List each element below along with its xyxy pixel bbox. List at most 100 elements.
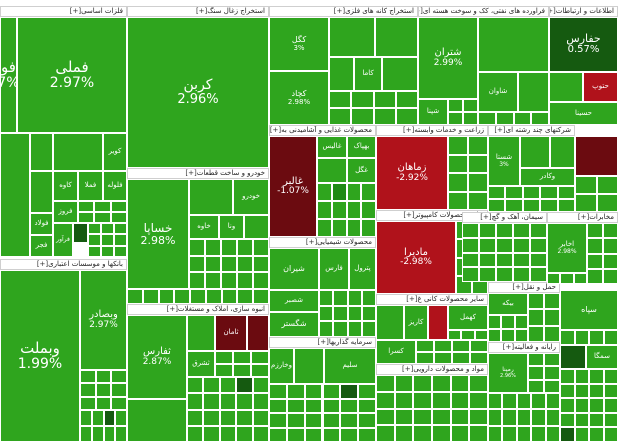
- expand-toggle[interactable]: [+]: [195, 7, 208, 15]
- stock-tile[interactable]: [587, 253, 603, 269]
- stock-tile[interactable]: [574, 398, 589, 413]
- stock-tile[interactable]: [574, 330, 589, 345]
- stock-tile[interactable]: [376, 305, 404, 340]
- stock-tile[interactable]: [518, 72, 549, 112]
- stock-tile[interactable]: [80, 370, 96, 384]
- stock-tile[interactable]: [516, 425, 532, 442]
- stock-tile[interactable]: [103, 426, 116, 442]
- stock-tile[interactable]: [589, 330, 604, 345]
- stock-tile[interactable]: فو7%: [0, 17, 17, 133]
- stock-tile[interactable]: [269, 398, 287, 413]
- stock-tile[interactable]: [189, 179, 233, 215]
- stock-tile[interactable]: [361, 321, 376, 337]
- expand-toggle[interactable]: [+]: [480, 213, 492, 221]
- stock-tile[interactable]: [540, 199, 558, 212]
- stock-tile[interactable]: شگستر: [269, 312, 319, 337]
- stock-tile[interactable]: فملی 2.97%: [17, 17, 127, 133]
- stock-tile[interactable]: [347, 321, 362, 337]
- stock-tile[interactable]: [317, 201, 332, 219]
- stock-tile[interactable]: [573, 273, 587, 284]
- stock-tile[interactable]: [329, 91, 352, 108]
- stock-tile[interactable]: [142, 289, 159, 304]
- stock-tile[interactable]: [219, 377, 237, 394]
- stock-tile[interactable]: [513, 223, 530, 238]
- stock-tile[interactable]: [513, 267, 530, 282]
- stock-tile[interactable]: [294, 348, 324, 384]
- stock-tile[interactable]: [488, 409, 503, 426]
- stock-tile[interactable]: [236, 425, 253, 442]
- stock-tile[interactable]: [528, 366, 544, 380]
- stock-tile[interactable]: [219, 393, 237, 410]
- stock-tile[interactable]: [596, 194, 618, 212]
- stock-tile[interactable]: [244, 215, 269, 239]
- stock-tile[interactable]: [479, 267, 496, 282]
- stock-tile[interactable]: [88, 245, 101, 257]
- sector-header[interactable]: استخراج زغال سنگ[+]: [127, 6, 269, 17]
- stock-tile[interactable]: [544, 309, 560, 326]
- stock-tile[interactable]: [189, 272, 205, 289]
- stock-tile[interactable]: [358, 398, 376, 413]
- stock-tile[interactable]: [549, 72, 583, 102]
- stock-tile[interactable]: [114, 223, 127, 235]
- stock-tile[interactable]: [530, 252, 547, 268]
- stock-tile[interactable]: [589, 383, 604, 399]
- stock-tile[interactable]: [496, 267, 513, 282]
- stock-tile[interactable]: [463, 112, 478, 125]
- stock-tile[interactable]: [478, 17, 549, 72]
- stock-tile[interactable]: [479, 252, 496, 268]
- stock-tile[interactable]: کاوه: [53, 171, 78, 201]
- stock-tile[interactable]: [434, 340, 452, 352]
- stock-tile[interactable]: [253, 255, 269, 273]
- stock-tile[interactable]: [203, 409, 220, 426]
- stock-tile[interactable]: [528, 353, 544, 367]
- stock-tile[interactable]: [187, 315, 215, 351]
- stock-tile[interactable]: [448, 191, 468, 210]
- stock-tile[interactable]: [329, 57, 354, 91]
- stock-tile[interactable]: [376, 408, 395, 426]
- stock-tile[interactable]: [252, 393, 269, 410]
- stock-tile[interactable]: [448, 112, 463, 125]
- stock-tile[interactable]: [319, 305, 334, 322]
- stock-tile[interactable]: [495, 112, 514, 125]
- sector-header[interactable]: محصولات غذایی و آشامیدنی به[+]: [269, 125, 376, 136]
- stock-tile[interactable]: وبصادر 2.97%: [80, 270, 127, 370]
- expand-toggle[interactable]: [+]: [494, 126, 506, 134]
- stock-tile[interactable]: [252, 409, 269, 426]
- stock-tile[interactable]: [448, 330, 462, 340]
- stock-tile[interactable]: وبملت 1.99%: [0, 270, 80, 442]
- stock-tile[interactable]: [488, 186, 506, 199]
- stock-tile[interactable]: [596, 176, 618, 194]
- expand-toggle[interactable]: [+]: [512, 283, 524, 291]
- stock-tile[interactable]: [560, 398, 575, 413]
- stock-tile[interactable]: [496, 223, 513, 238]
- expand-toggle[interactable]: [+]: [502, 343, 515, 351]
- stock-tile[interactable]: [322, 427, 341, 442]
- stock-tile[interactable]: [432, 391, 451, 409]
- stock-tile[interactable]: [603, 369, 618, 384]
- stock-tile[interactable]: [450, 408, 470, 426]
- stock-tile[interactable]: [103, 410, 116, 426]
- stock-tile[interactable]: [187, 409, 204, 426]
- stock-tile[interactable]: [513, 237, 530, 253]
- expand-toggle[interactable]: [+]: [403, 126, 415, 134]
- stock-tile[interactable]: [416, 352, 434, 364]
- stock-tile[interactable]: [520, 136, 550, 168]
- stock-tile[interactable]: [187, 393, 204, 410]
- stock-tile[interactable]: [221, 239, 237, 256]
- stock-tile[interactable]: [470, 352, 488, 364]
- expand-toggle[interactable]: [+]: [69, 7, 82, 15]
- stock-tile[interactable]: ثشرق: [187, 351, 215, 377]
- stock-tile[interactable]: [331, 201, 347, 219]
- stock-tile[interactable]: ثامان: [215, 315, 247, 351]
- stock-tile[interactable]: [574, 412, 589, 428]
- stock-tile[interactable]: [602, 238, 618, 254]
- stock-tile[interactable]: [450, 375, 470, 392]
- stock-tile[interactable]: [376, 375, 395, 392]
- stock-tile[interactable]: [394, 391, 414, 409]
- stock-tile[interactable]: [516, 393, 532, 410]
- expand-toggle[interactable]: [+]: [269, 126, 282, 134]
- expand-toggle[interactable]: [+]: [333, 7, 346, 15]
- stock-tile[interactable]: [448, 136, 468, 155]
- stock-tile[interactable]: [322, 384, 341, 399]
- stock-tile[interactable]: خودرو: [233, 179, 269, 215]
